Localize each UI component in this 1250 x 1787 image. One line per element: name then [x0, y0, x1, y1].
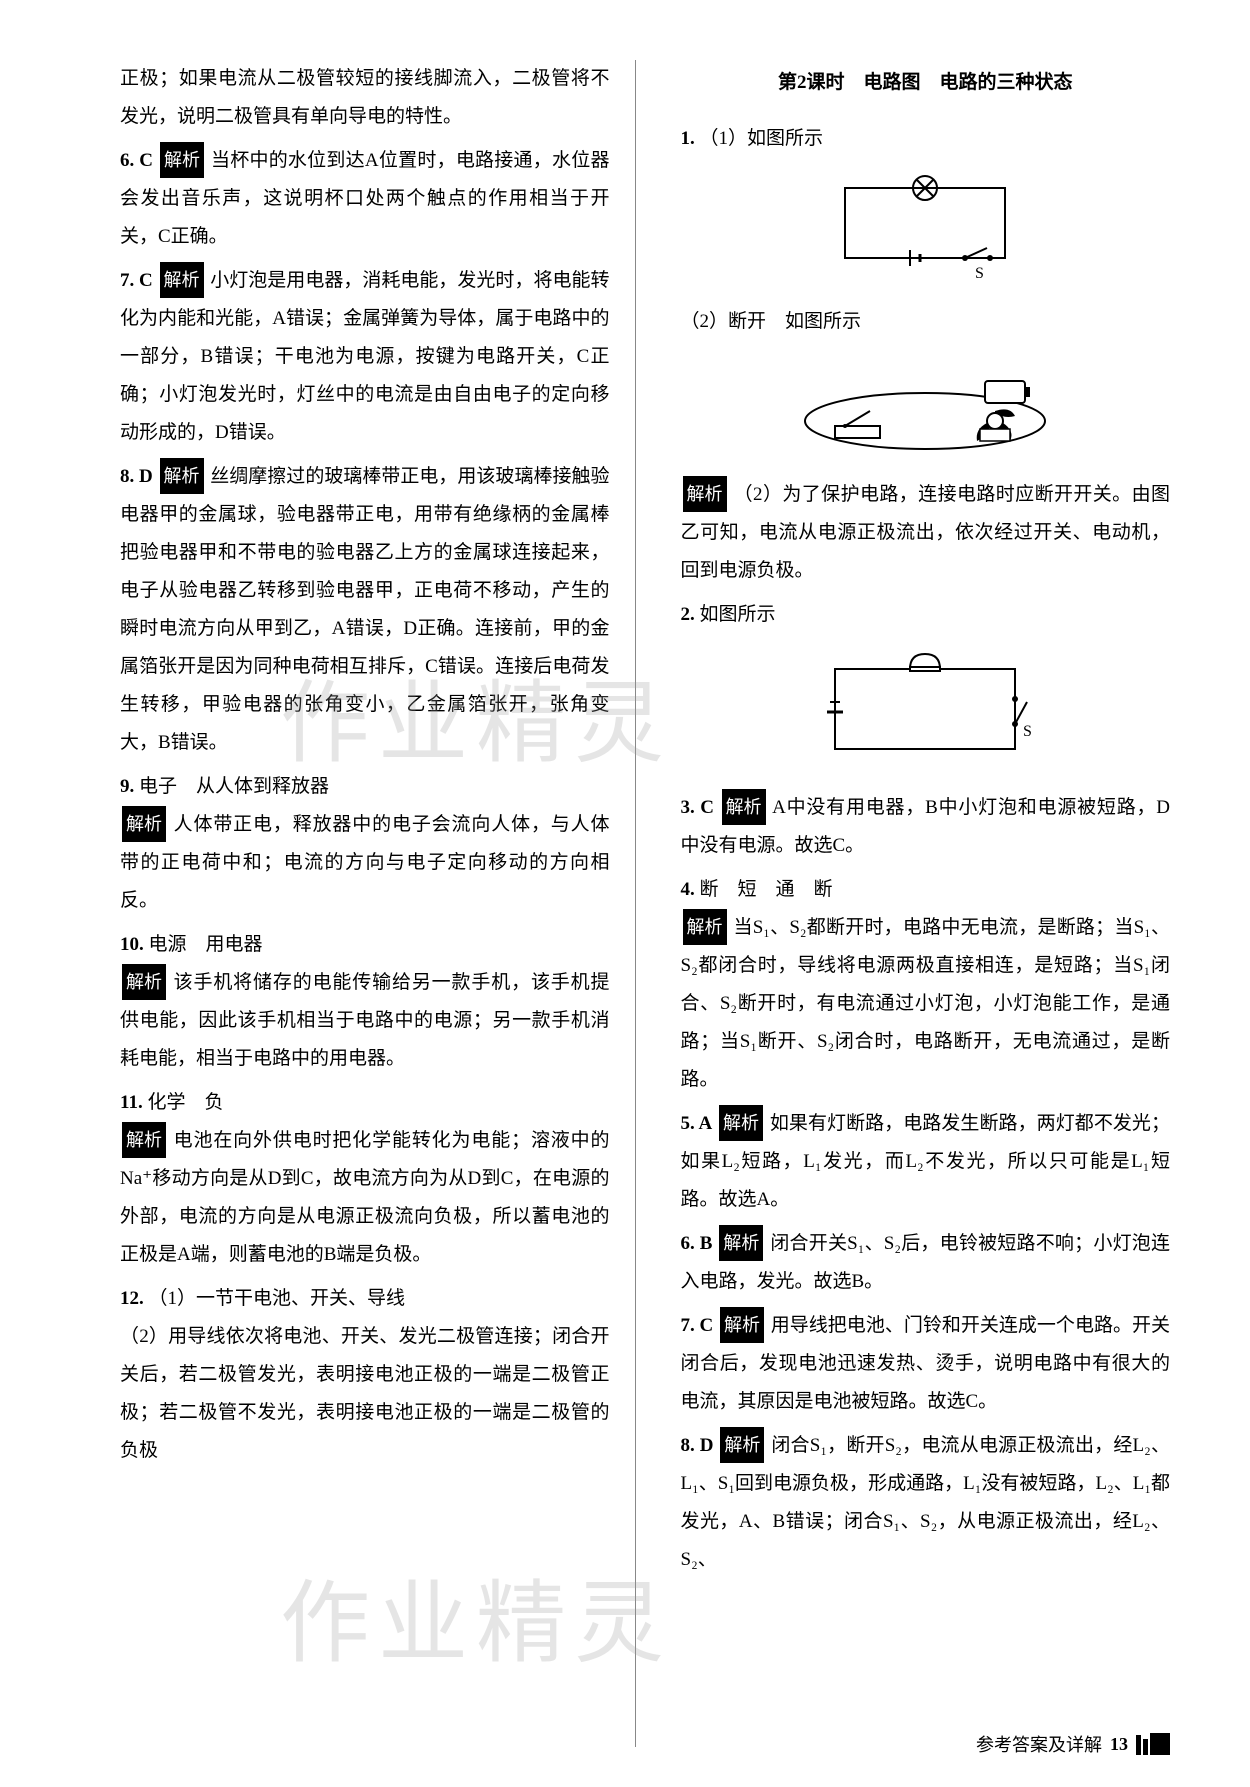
rq1-num: 1. — [681, 128, 695, 149]
footer-label: 参考答案及详解 — [976, 1731, 1102, 1757]
rq7-num: 7. C — [681, 1315, 714, 1336]
q10-ans: 电源 用电器 — [149, 934, 263, 955]
circuit-diagram-3: S — [805, 644, 1045, 774]
r-question-6: 6. B 解析 闭合开关S₁、S₂后，电铃被短路不响；小灯泡连入电路，发光。故选… — [681, 1225, 1171, 1301]
jiexi-label: 解析 — [160, 142, 204, 178]
q8-num: 8. D — [120, 466, 153, 487]
section-title: 第2课时 电路图 电路的三种状态 — [681, 64, 1171, 102]
r-question-7: 7. C 解析 用导线把电池、门铃和开关连成一个电路。开关闭合后，发现电池迅速发… — [681, 1307, 1171, 1421]
q11-text: 电池在向外供电时把化学能转化为电能；溶液中的Na⁺移动方向是从D到C，故电流方向… — [120, 1130, 610, 1265]
rq8-num: 8. D — [681, 1435, 714, 1456]
jiexi-label: 解析 — [122, 806, 166, 842]
jiexi-label: 解析 — [122, 964, 166, 1000]
r-question-2: 2. 如图所示 S — [681, 596, 1171, 774]
q12-p2: （2）用导线依次将电池、开关、发光二极管连接；闭合开关后，若二极管发光，表明接电… — [120, 1326, 610, 1461]
jiexi-label: 解析 — [719, 1105, 763, 1141]
footer-decoration-icon — [1136, 1733, 1170, 1755]
r-question-1: 1. （1）如图所示 S （2）断开 如图所示 — [681, 120, 1171, 590]
question-10: 10. 电源 用电器 解析 该手机将储存的电能传输给另一款手机，该手机提供电能，… — [120, 926, 610, 1078]
question-9: 9. 电子 从人体到释放器 解析 人体带正电，释放器中的电子会流向人体，与人体带… — [120, 768, 610, 920]
rq4-ans: 断 短 通 断 — [700, 879, 833, 900]
question-6: 6. C 解析 当杯中的水位到达A位置时，电路接通，水位器会发出音乐声，这说明杯… — [120, 142, 610, 256]
rq4-num: 4. — [681, 879, 695, 900]
q8-text: 丝绸摩擦过的玻璃棒带正电，用该玻璃棒接触验电器甲的金属球，验电器带正电，用带有绝… — [120, 466, 610, 753]
q7-num: 7. C — [120, 270, 153, 291]
rq1-p1: （1）如图所示 — [700, 128, 824, 149]
jiexi-label: 解析 — [160, 262, 204, 298]
r-question-4: 4. 断 短 通 断 解析 当S₁、S₂都断开时，电路中无电流，是断路；当S₁、… — [681, 871, 1171, 1099]
circuit-diagram-1: S — [815, 168, 1035, 288]
q10-num: 10. — [120, 934, 144, 955]
question-8: 8. D 解析 丝绸摩擦过的玻璃棒带正电，用该玻璃棒接触验电器甲的金属球，验电器… — [120, 458, 610, 762]
switch-label-s: S — [975, 265, 984, 282]
rq5-num: 5. A — [681, 1113, 713, 1134]
q9-text: 人体带正电，释放器中的电子会流向人体，与人体带的正电荷中和；电流的方向与电子定向… — [120, 814, 610, 911]
intro-text: 正极；如果电流从二极管较短的接线脚流入，二极管将不发光，说明二极管具有单向导电的… — [120, 60, 610, 136]
question-7: 7. C 解析 小灯泡是用电器，消耗电能，发光时，将电能转化为内能和光能，A错误… — [120, 262, 610, 452]
jiexi-label: 解析 — [122, 1122, 166, 1158]
r-question-8: 8. D 解析 闭合S₁，断开S₂，电流从电源正极流出，经L₂、L₁、S₁回到电… — [681, 1427, 1171, 1579]
circuit-diagram-2-physical — [785, 351, 1065, 461]
q11-num: 11. — [120, 1092, 143, 1113]
jiexi-label: 解析 — [683, 909, 727, 945]
r-question-3: 3. C 解析 A中没有用电器，B中小灯泡和电源被短路，D中没有电源。故选C。 — [681, 789, 1171, 865]
right-column: 第2课时 电路图 电路的三种状态 1. （1）如图所示 — [676, 60, 1171, 1747]
jiexi-label: 解析 — [720, 1427, 764, 1463]
jiexi-label: 解析 — [683, 476, 727, 512]
switch-label-s: S — [1023, 723, 1032, 740]
page-number: 13 — [1110, 1734, 1128, 1755]
question-12: 12. （1）一节干电池、开关、导线 （2）用导线依次将电池、开关、发光二极管连… — [120, 1280, 610, 1470]
jiexi-label: 解析 — [722, 789, 766, 825]
left-column: 正极；如果电流从二极管较短的接线脚流入，二极管将不发光，说明二极管具有单向导电的… — [120, 60, 636, 1747]
q11-ans: 化学 负 — [147, 1092, 223, 1113]
q12-p1: （1）一节干电池、开关、导线 — [149, 1288, 406, 1309]
r-question-5: 5. A 解析 如果有灯断路，电路发生断路，两灯都不发光；如果L₂短路，L₁发光… — [681, 1105, 1171, 1219]
jiexi-label: 解析 — [719, 1225, 763, 1261]
rq1-p2: （2）断开 如图所示 — [681, 311, 862, 332]
jiexi-label: 解析 — [720, 1307, 764, 1343]
question-11: 11. 化学 负 解析 电池在向外供电时把化学能转化为电能；溶液中的Na⁺移动方… — [120, 1084, 610, 1274]
rq3-num: 3. C — [681, 797, 715, 818]
rq2-num: 2. — [681, 604, 695, 625]
q12-num: 12. — [120, 1288, 144, 1309]
jiexi-label: 解析 — [160, 458, 204, 494]
rq4-text: 当S₁、S₂都断开时，电路中无电流，是断路；当S₁、S₂都闭合时，导线将电源两极… — [681, 917, 1171, 1090]
q6-num: 6. C — [120, 150, 153, 171]
q10-text: 该手机将储存的电能传输给另一款手机，该手机提供电能，因此该手机相当于电路中的电源… — [120, 972, 610, 1069]
page-footer: 参考答案及详解 13 — [976, 1731, 1170, 1757]
rq1-text: （2）为了保护电路，连接电路时应断开开关。由图乙可知，电流从电源正极流出，依次经… — [681, 484, 1171, 581]
rq6-num: 6. B — [681, 1233, 713, 1254]
rq2-ans: 如图所示 — [700, 604, 776, 625]
q9-ans: 电子 从人体到释放器 — [139, 776, 329, 797]
q9-num: 9. — [120, 776, 134, 797]
